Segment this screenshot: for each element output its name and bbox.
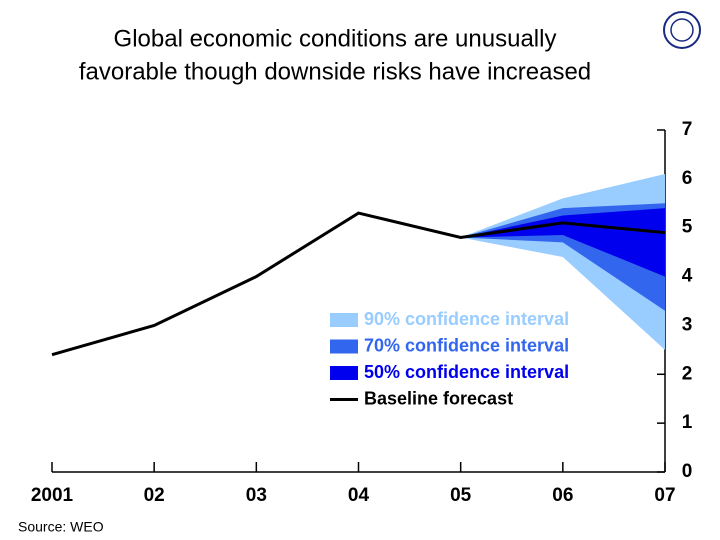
confidence-band xyxy=(460,208,665,277)
legend-label: 50% confidence interval xyxy=(364,362,569,382)
x-tick-label: 2001 xyxy=(31,485,74,506)
legend-label: 90% confidence interval xyxy=(364,309,569,329)
y-tick-label: 4 xyxy=(682,266,693,287)
y-tick-label: 3 xyxy=(682,314,693,335)
x-tick-label: 04 xyxy=(348,485,370,506)
y-tick-label: 5 xyxy=(682,217,693,238)
legend-swatch xyxy=(330,366,358,380)
logo xyxy=(663,11,701,49)
y-tick-label: 0 xyxy=(682,461,693,482)
chart-title: Global economic conditions are unusually xyxy=(114,25,557,52)
legend-swatch xyxy=(330,313,358,327)
x-tick-label: 05 xyxy=(450,485,472,506)
source-note: Source: WEO xyxy=(18,519,104,535)
y-tick-label: 6 xyxy=(682,168,693,189)
x-tick-label: 03 xyxy=(246,485,267,506)
x-tick-label: 06 xyxy=(552,485,573,506)
legend-label: Baseline forecast xyxy=(364,388,513,408)
legend-swatch xyxy=(330,339,358,354)
y-tick-label: 7 xyxy=(682,119,693,140)
legend-label: 70% confidence interval xyxy=(364,335,569,355)
y-tick-label: 2 xyxy=(682,363,693,384)
chart-title: favorable though downside risks have inc… xyxy=(79,58,591,85)
y-tick-label: 1 xyxy=(682,412,693,433)
x-tick-label: 02 xyxy=(144,485,165,506)
baseline-line xyxy=(51,211,666,357)
x-tick-label: 07 xyxy=(654,485,675,506)
